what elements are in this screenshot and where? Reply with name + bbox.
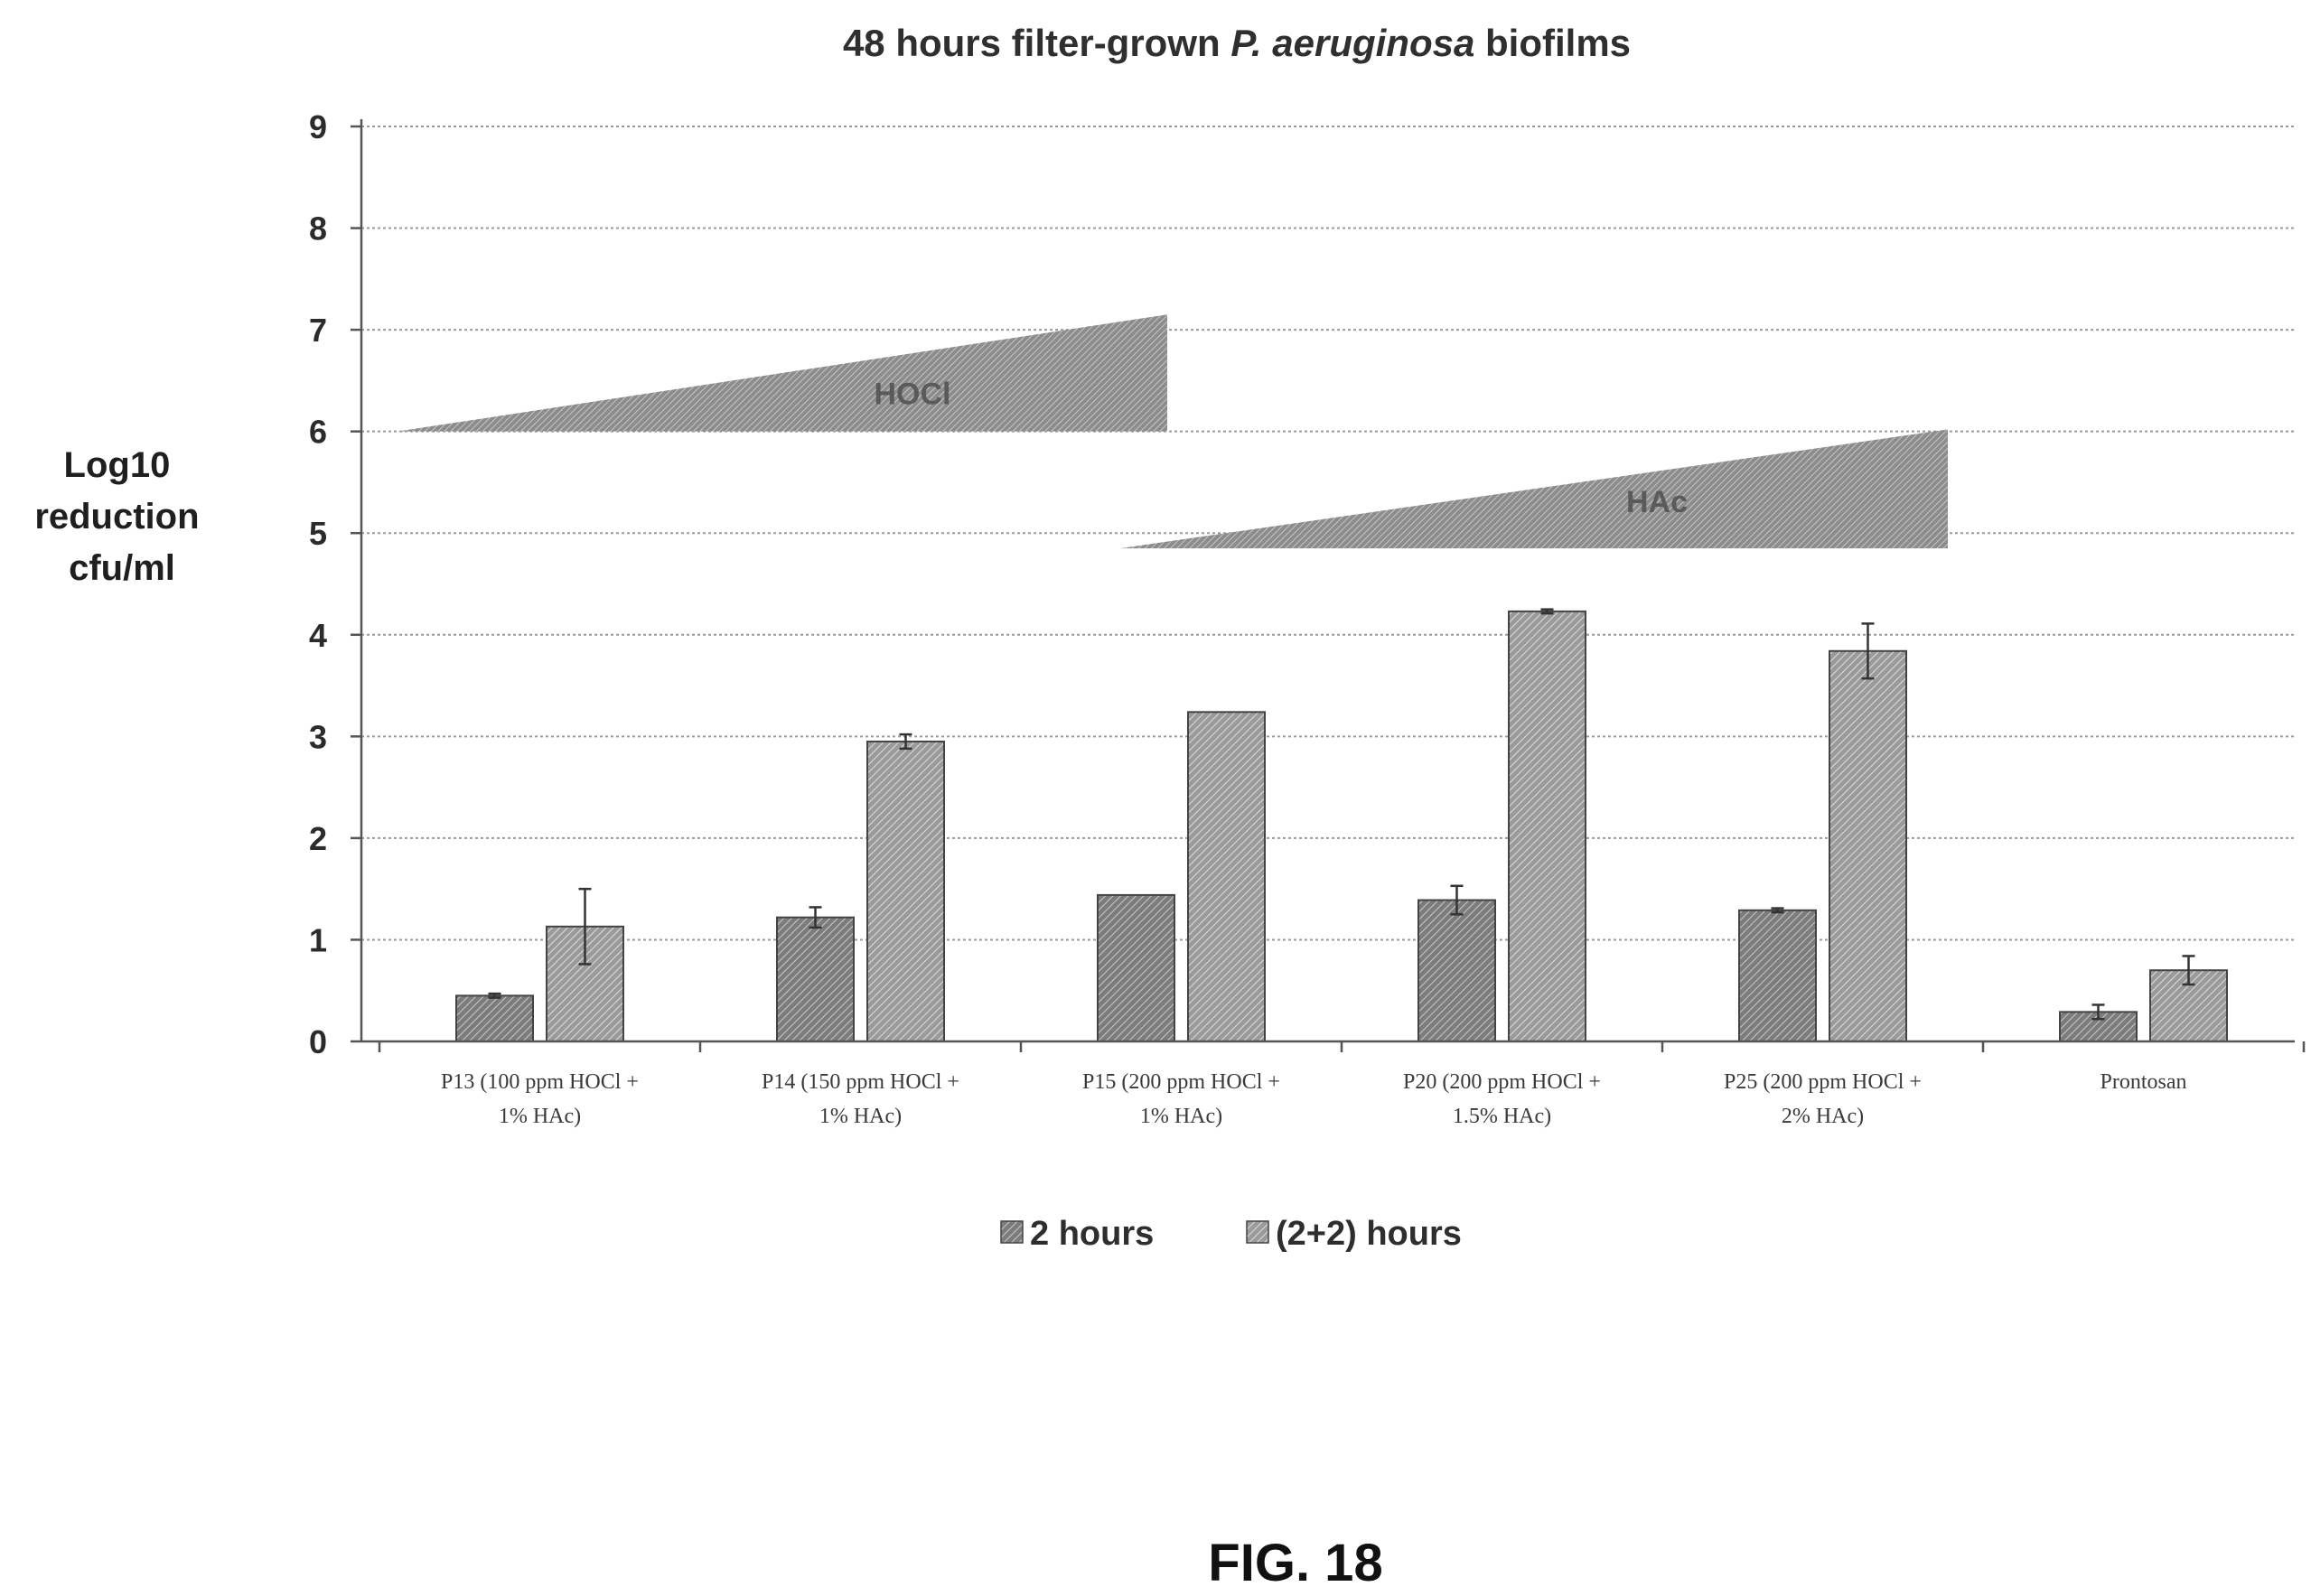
legend-label: 2 hours <box>1030 1215 1154 1253</box>
y-tick-label: 0 <box>309 1023 327 1060</box>
y-tick-label: 5 <box>309 515 327 552</box>
y-tick-label: 3 <box>309 718 327 755</box>
x-tick-label: P13 (100 ppm HOCl +1% HAc) <box>441 1070 639 1128</box>
y-tick-label: 1 <box>309 921 327 958</box>
legend: 2 hours (2+2) hours <box>1000 1215 1462 1253</box>
y-tick-label: 7 <box>309 312 327 349</box>
legend-swatch <box>1246 1220 1269 1244</box>
bar-2plus2h-4 <box>1829 649 1907 1043</box>
y-tick-label: 2 <box>309 820 327 857</box>
bar-2h-0 <box>455 994 534 1042</box>
bars <box>455 608 2228 1043</box>
legend-swatch <box>1000 1220 1024 1244</box>
bar-2plus2h-1 <box>866 740 945 1042</box>
bar-2h-2 <box>1097 893 1175 1042</box>
y-tick-label: 9 <box>309 108 327 145</box>
bar-2h-4 <box>1738 909 1817 1043</box>
x-tick-label: P14 (150 ppm HOCl +1% HAc) <box>762 1070 959 1128</box>
gridlines <box>351 125 2295 1043</box>
x-tick-labels: P13 (100 ppm HOCl +1% HAc) P14 (150 ppm H… <box>441 1070 2186 1128</box>
figure-caption: FIG. 18 <box>1208 1534 1382 1592</box>
bar-2plus2h-3 <box>1508 610 1586 1042</box>
chart-title: 48 hours filter-grown P. aeruginosa biof… <box>843 22 1631 64</box>
annotation-label-hac: HAc <box>1626 485 1688 519</box>
x-tick-label: P20 (200 ppm HOCl +1.5% HAc) <box>1403 1070 1601 1128</box>
y-tick-label: 4 <box>309 617 327 654</box>
y-tick-label: 8 <box>309 210 327 247</box>
x-tick-label: P25 (200 ppm HOCl +2% HAc) <box>1724 1070 1922 1128</box>
y-axis-label: Log10 reduction cfu/ml <box>34 445 209 588</box>
axes <box>360 119 2306 1052</box>
bar-2h-3 <box>1417 899 1496 1043</box>
x-tick-label: Prontosan <box>2100 1070 2187 1094</box>
annotation-wedge-hac <box>1120 429 1948 549</box>
annotation-wedges: HOCl HAc <box>398 314 1948 549</box>
bar-2plus2h-2 <box>1187 711 1266 1042</box>
y-tick-label: 6 <box>309 414 327 451</box>
legend-label: (2+2) hours <box>1276 1215 1462 1253</box>
y-tick-labels: 0 1 2 3 4 5 6 7 8 9 <box>309 108 327 1060</box>
annotation-label-hocl: HOCl <box>875 378 951 412</box>
bar-2h-1 <box>776 916 855 1043</box>
annotation-wedge-hocl <box>398 314 1167 432</box>
x-tick-label: P15 (200 ppm HOCl +1% HAc) <box>1082 1070 1280 1128</box>
